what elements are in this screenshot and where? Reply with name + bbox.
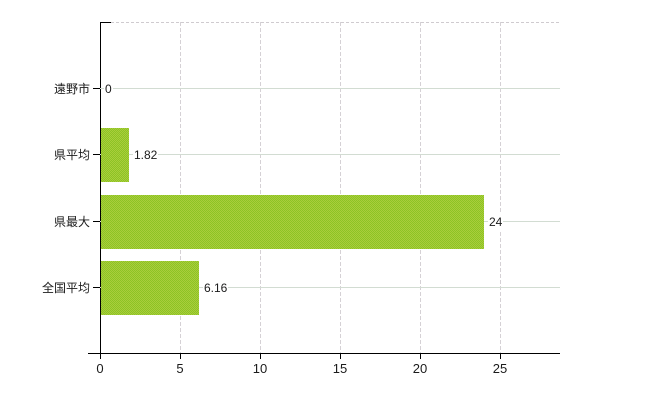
y-axis-tick <box>93 88 100 89</box>
x-axis-tick <box>100 353 101 359</box>
vertical-gridline <box>180 22 181 353</box>
x-axis-tick-label: 0 <box>96 361 104 376</box>
x-axis-tick <box>500 353 501 359</box>
vertical-gridline <box>420 22 421 353</box>
y-axis-tick <box>93 154 100 155</box>
category-label: 全国平均 <box>41 281 90 295</box>
x-axis-tick <box>180 353 181 359</box>
x-axis-tick-label: 20 <box>412 361 428 376</box>
category-gridline <box>100 287 560 288</box>
vertical-gridline <box>340 22 341 353</box>
vertical-gridline <box>500 22 501 353</box>
y-axis-tick <box>93 221 100 222</box>
value-label: 6.16 <box>203 280 229 296</box>
x-axis-tick-label: 10 <box>252 361 268 376</box>
x-axis-tick-label: 5 <box>176 361 184 376</box>
category-gridline <box>100 154 560 155</box>
plot-top-border <box>111 22 560 23</box>
category-gridline <box>100 88 560 89</box>
bar-県平均[interactable] <box>101 128 129 182</box>
y-axis-tick <box>93 287 100 288</box>
x-axis-tick <box>260 353 261 359</box>
x-axis-tick <box>420 353 421 359</box>
value-label: 24 <box>488 214 504 230</box>
category-label: 県最大 <box>53 215 90 229</box>
y-axis-line <box>100 22 101 359</box>
x-axis-tick-label: 15 <box>332 361 348 376</box>
x-axis-tick-label: 25 <box>492 361 508 376</box>
bar-県最大[interactable] <box>101 195 484 249</box>
x-axis-tick <box>340 353 341 359</box>
vertical-gridline <box>260 22 261 353</box>
x-axis-line <box>88 353 560 354</box>
category-label: 県平均 <box>53 148 90 162</box>
value-label: 1.82 <box>133 147 159 163</box>
category-label: 遠野市 <box>53 82 90 96</box>
bar-全国平均[interactable] <box>101 261 199 315</box>
value-label: 0 <box>104 81 113 97</box>
y-axis-top-tick <box>100 22 111 23</box>
